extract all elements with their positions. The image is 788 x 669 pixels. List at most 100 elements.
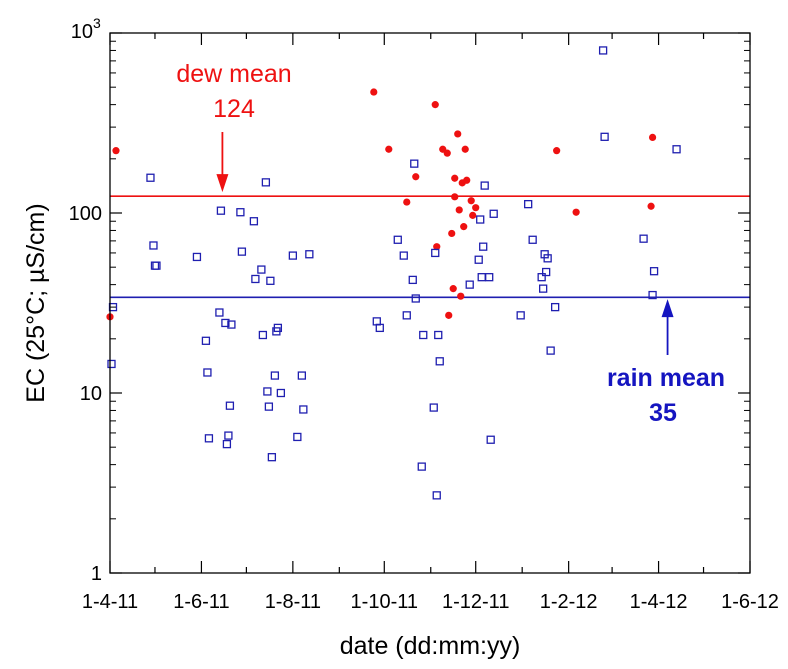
- dew-point: [647, 202, 655, 210]
- rain-point: [215, 308, 224, 317]
- rain-point: [410, 159, 419, 168]
- rain-point: [474, 255, 483, 264]
- rain-point: [258, 330, 268, 340]
- dew-point: [433, 243, 441, 251]
- dew-point: [472, 204, 480, 212]
- rain-point: [435, 357, 444, 366]
- rain-point: [542, 267, 551, 277]
- dew-point: [403, 198, 411, 206]
- plot-frame: [109, 32, 751, 574]
- rain-point: [273, 323, 283, 333]
- rain-point: [267, 453, 277, 462]
- rain-point: [249, 217, 259, 226]
- dew-point: [469, 211, 477, 219]
- rain-point: [270, 371, 280, 380]
- dew-point: [431, 101, 439, 109]
- rain-point: [225, 401, 235, 410]
- rain-point: [203, 368, 212, 377]
- rain-point: [417, 462, 426, 471]
- rain-point: [516, 311, 525, 320]
- y-axis-label: EC (25°C; µS/cm): [22, 203, 50, 402]
- x-axis: 1-4-11 1-6-11 1-8-11 1-10-11 1-12-11 1-2-12 1-…: [82, 33, 779, 613]
- rain-point: [546, 346, 555, 355]
- rain-point: [649, 267, 659, 276]
- dew-point: [445, 311, 453, 319]
- x-tick-label: 1-4-11: [82, 591, 138, 613]
- dew-point: [112, 147, 120, 155]
- rain-point: [477, 273, 486, 282]
- x-tick-label: 1-12-11: [442, 591, 509, 613]
- rain-point: [639, 234, 648, 243]
- rain-point: [419, 330, 428, 340]
- rain-point: [648, 290, 657, 300]
- rain-point: [399, 251, 408, 260]
- x-tick-label: 1-2-12: [540, 591, 598, 613]
- rain-point: [263, 387, 272, 396]
- rain-point: [266, 276, 275, 285]
- y-tick-exponent: 3: [93, 15, 101, 31]
- dew-mean-arrow-head: [216, 174, 229, 193]
- rain-point: [204, 434, 214, 443]
- rain-point: [551, 302, 560, 312]
- dew-point: [412, 173, 420, 181]
- rain-point: [152, 261, 161, 270]
- dew-point: [370, 88, 378, 96]
- rain-point: [305, 250, 314, 259]
- rain-point: [251, 274, 260, 284]
- rain-point: [489, 209, 498, 218]
- dew-point: [553, 147, 561, 155]
- rain-point: [476, 215, 485, 224]
- x-tick-label: 1-10-11: [351, 591, 418, 613]
- rain-point: [288, 251, 298, 260]
- rain-point: [465, 280, 474, 289]
- rain-point: [402, 311, 411, 320]
- rain-point: [276, 388, 286, 398]
- rain-point: [224, 431, 233, 440]
- x-tick-label: 1-4-12: [630, 591, 688, 613]
- y-tick-label: 100: [69, 203, 102, 225]
- x-axis-label: date (dd:mm:yy): [340, 632, 521, 660]
- plot-marks: [106, 46, 750, 500]
- dew-point: [451, 174, 459, 182]
- rain-point: [236, 208, 245, 217]
- rain-point: [434, 330, 443, 340]
- rain-point: [261, 178, 271, 187]
- dew-point: [463, 176, 471, 184]
- rain-point: [486, 435, 495, 444]
- rain-point: [149, 241, 158, 250]
- x-tick-label: 1-6-12: [721, 591, 779, 613]
- rain-point: [600, 132, 609, 141]
- rain-point: [257, 265, 266, 274]
- rain-point: [192, 252, 202, 262]
- rain-point: [411, 294, 420, 303]
- rain-point: [598, 46, 608, 55]
- dew-point: [454, 130, 462, 138]
- rain-point: [297, 371, 307, 380]
- rain-mean-label: rain mean: [607, 364, 725, 392]
- rain-point: [221, 318, 230, 328]
- rain-point: [393, 235, 402, 244]
- rain-point: [293, 432, 302, 442]
- rain-point: [543, 254, 552, 263]
- dew-point: [448, 229, 456, 238]
- dew-point: [460, 223, 468, 231]
- dew-point: [451, 193, 459, 201]
- y-tick-label: 10: [71, 21, 93, 43]
- dew-mean-label: dew mean: [176, 60, 291, 88]
- rain-point: [672, 145, 681, 154]
- rain-mean-arrow-head: [661, 299, 674, 318]
- rain-point: [201, 336, 211, 345]
- dew-point: [467, 197, 475, 205]
- rain-point: [146, 173, 155, 182]
- rain-mean-value: 35: [649, 399, 677, 427]
- annotations: dew mean 124 rain mean 35: [176, 60, 725, 427]
- rain-point: [299, 405, 308, 414]
- rain-point: [237, 247, 247, 256]
- dew-point: [385, 145, 393, 153]
- rain-point: [107, 359, 116, 369]
- rain-point: [227, 320, 236, 329]
- rain-point: [431, 248, 440, 258]
- y-tick-label: 1: [91, 563, 102, 585]
- dew-point: [457, 292, 465, 300]
